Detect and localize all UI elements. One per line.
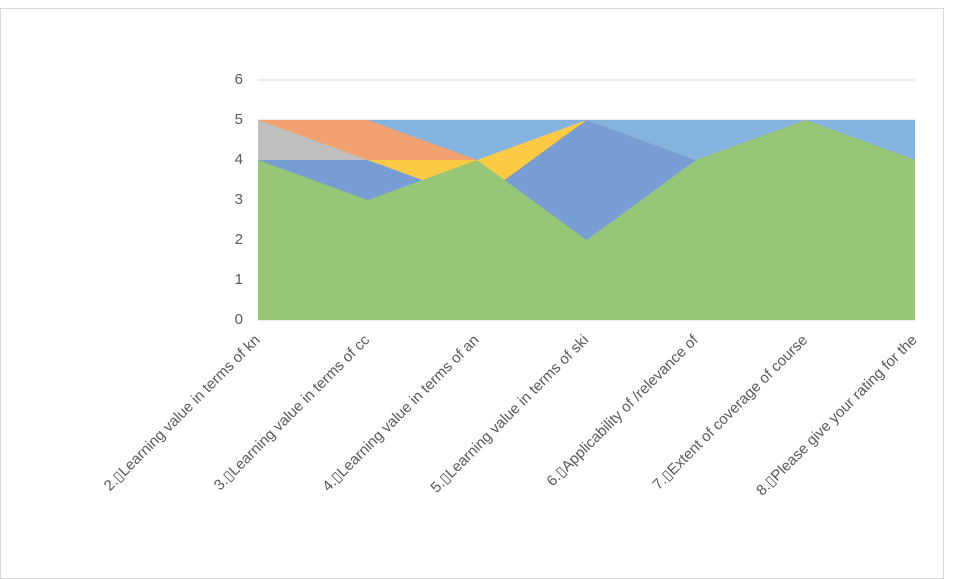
y-tick-label: 2 — [235, 231, 243, 248]
y-tick-label: 3 — [235, 191, 243, 208]
y-tick-label: 5 — [235, 111, 243, 128]
y-tick-label: 4 — [235, 151, 243, 168]
y-tick-label: 0 — [235, 311, 243, 328]
y-tick-label: 6 — [235, 71, 243, 88]
y-tick-label: 1 — [235, 271, 243, 288]
area — [258, 120, 915, 320]
